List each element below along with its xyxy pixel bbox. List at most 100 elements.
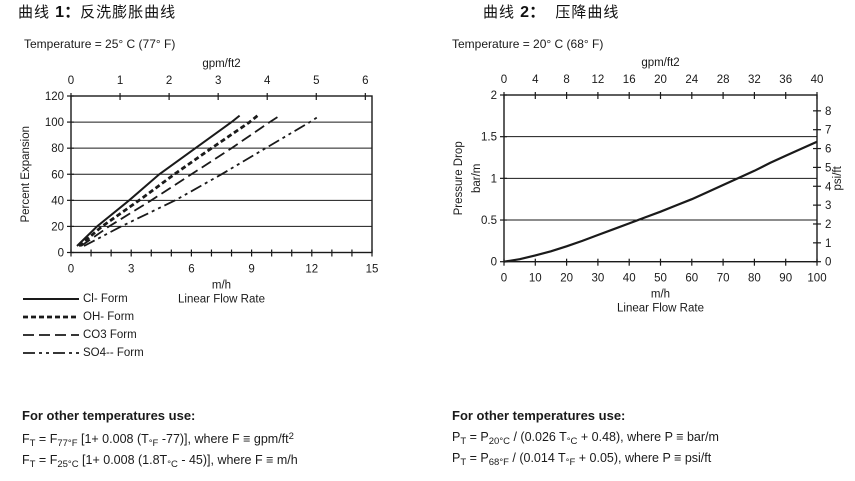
axis-text: 0 xyxy=(68,264,74,276)
axis-text: 70 xyxy=(717,273,730,285)
axis-text: 1 xyxy=(825,238,831,250)
axis-text: 60 xyxy=(685,273,698,285)
series-cl-form xyxy=(76,114,241,247)
axis-text: 1 xyxy=(117,75,123,87)
axis-text: Linear Flow Rate xyxy=(617,303,704,315)
legend-label: SO4-- Form xyxy=(83,347,144,359)
legend-label: Cl- Form xyxy=(83,293,128,305)
axis-text: 60 xyxy=(51,169,64,181)
axis-text: 0 xyxy=(825,257,831,269)
legend-item-co3-form: CO3 Form xyxy=(22,326,144,344)
legend-line-sample xyxy=(23,298,79,300)
axis-text: 28 xyxy=(717,74,730,86)
axis-text: gpm/ft2 xyxy=(641,57,679,69)
axis-text: 40 xyxy=(811,74,824,86)
axis-text: 12 xyxy=(592,74,605,86)
formula-line-p2: PT = P68°F / (0.014 T°F + 0.05), where P… xyxy=(452,451,712,468)
axis-text: 40 xyxy=(51,195,64,207)
axis-text: 15 xyxy=(366,264,379,276)
chart1-temperature-label: Temperature = 25° C (77° F) xyxy=(24,37,176,51)
formula-line-p1: PT = P20°C / (0.026 T°C + 0.48), where P… xyxy=(452,430,719,447)
axis-text: 100 xyxy=(807,273,826,285)
axis-text: 80 xyxy=(748,273,761,285)
axis-text: Percent Expansion xyxy=(20,126,32,223)
axis-text: 120 xyxy=(45,91,64,103)
axis-text: 20 xyxy=(51,221,64,233)
formula-heading-left: For other temperatures use: xyxy=(22,408,196,423)
formula-heading-right: For other temperatures use: xyxy=(452,408,626,423)
formula-line-f1: FT = F77°F [1+ 0.008 (T°F -77)], where F… xyxy=(22,431,294,449)
axis-text: 2 xyxy=(825,219,831,231)
chart1-title: 曲线 1：反洗膨胀曲线 xyxy=(18,3,176,22)
axis-text: 20 xyxy=(560,273,573,285)
series-oh-form xyxy=(78,114,259,248)
axis-text: 0 xyxy=(501,273,507,285)
axis-text: 0 xyxy=(58,248,64,260)
axis-text: 3 xyxy=(825,200,831,212)
axis-text: gpm/ft2 xyxy=(202,58,240,70)
axis-text: 8 xyxy=(825,106,831,118)
formula-line-f2: FT = F25°C [1+ 0.008 (1.8T°C - 45)], whe… xyxy=(22,453,298,470)
axis-text: 0 xyxy=(491,257,497,269)
axis-text: 0 xyxy=(68,75,74,87)
axis-text: 4 xyxy=(825,181,832,193)
axis-text: 100 xyxy=(45,117,64,129)
series-so4-form xyxy=(83,114,321,247)
axis-text: 16 xyxy=(623,74,636,86)
axis-text: 4 xyxy=(532,74,539,86)
chart2-title: 曲线 2： 压降曲线 xyxy=(483,3,619,22)
axis-text: m/h xyxy=(212,280,231,292)
axis-text: 6 xyxy=(362,75,368,87)
axis-text: Pressure Drop xyxy=(453,141,465,215)
chart2-title-prefix: 曲线 xyxy=(483,4,521,21)
axis-text: 4 xyxy=(264,75,271,87)
legend-label: CO3 Form xyxy=(83,329,137,341)
axis-text: 20 xyxy=(654,74,667,86)
axis-text: 32 xyxy=(748,74,761,86)
chart1-title-text: 反洗膨胀曲线 xyxy=(80,4,177,21)
series-co3-form xyxy=(80,114,281,247)
pressure-formulas: For other temperatures use: PT = P20°C /… xyxy=(452,408,852,471)
legend-label: OH- Form xyxy=(83,311,135,323)
axis-text: bar/m xyxy=(471,164,483,193)
legend-item-so4-form: SO4-- Form xyxy=(22,344,144,362)
legend-line-sample xyxy=(23,352,79,354)
axis-text: 6 xyxy=(825,144,831,156)
axis-text: m/h xyxy=(651,289,670,301)
axis-text: 2 xyxy=(491,90,497,102)
legend-line-sample xyxy=(23,334,79,336)
axis-text: 7 xyxy=(825,125,831,137)
legend-line-sample xyxy=(23,315,79,319)
axis-text: 36 xyxy=(779,74,792,86)
axis-text: 80 xyxy=(51,143,64,155)
axis-text: 24 xyxy=(685,74,698,86)
axis-text: 1 xyxy=(491,173,497,185)
legend-item-cl-form: Cl- Form xyxy=(22,290,144,308)
axis-text: 1.5 xyxy=(481,132,497,144)
chart2-title-text: 压降曲线 xyxy=(545,4,620,21)
axis-text: 2 xyxy=(166,75,172,87)
chart2-title-number: 2： xyxy=(520,4,546,21)
axis-text: Linear Flow Rate xyxy=(178,294,265,306)
expansion-legend: Cl- Form OH- Form CO3 Form SO4-- Form xyxy=(22,290,144,362)
axis-text: 30 xyxy=(592,273,605,285)
axis-text: 90 xyxy=(779,273,792,285)
axis-text: 40 xyxy=(623,273,636,285)
chart1-title-prefix: 曲线 xyxy=(18,4,56,21)
axis-text: 0 xyxy=(501,74,507,86)
axis-text: 12 xyxy=(305,264,318,276)
axis-text: 6 xyxy=(188,264,194,276)
axis-text: 0.5 xyxy=(481,215,497,227)
chart1-title-number: 1： xyxy=(55,4,81,21)
axis-text: 10 xyxy=(529,273,542,285)
expansion-formulas: For other temperatures use: FT = F77°F [… xyxy=(22,408,422,473)
axis-text: 3 xyxy=(128,264,134,276)
chart2-temperature-label: Temperature = 20° C (68° F) xyxy=(452,37,604,51)
axis-text: psi/ft xyxy=(832,165,844,190)
axis-text: 5 xyxy=(825,162,831,174)
axis-text: 5 xyxy=(313,75,319,87)
axis-text: 3 xyxy=(215,75,221,87)
